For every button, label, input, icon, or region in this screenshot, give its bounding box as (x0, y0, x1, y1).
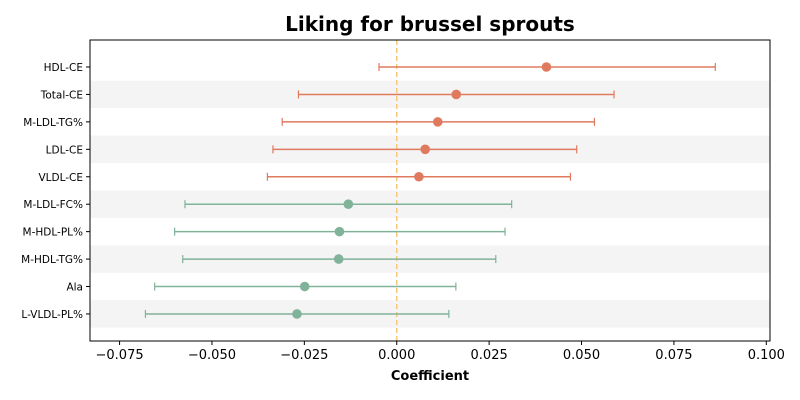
estimate-point (343, 199, 354, 209)
y-tick-label: M-LDL-TG% (23, 117, 83, 129)
chart-title: Liking for brussel sprouts (285, 12, 575, 36)
y-tick-label: M-HDL-PL% (23, 227, 83, 239)
y-tick-label: VLDL-CE (38, 172, 83, 184)
y-tick-label: Ala (66, 282, 83, 294)
x-tick-label: −0.025 (280, 348, 328, 363)
x-tick-label: 0.050 (563, 348, 600, 363)
estimate-point (292, 309, 302, 319)
estimate-point (432, 117, 443, 127)
estimate-marks (144, 62, 716, 319)
estimate-point (541, 62, 552, 72)
y-tick-label: M-LDL-FC% (23, 199, 83, 211)
x-tick-label: 0.100 (748, 348, 785, 363)
y-tick-label: LDL-CE (46, 144, 83, 156)
y-tick-label: Total-CE (40, 89, 83, 101)
y-axis: HDL-CE Total-CE M-LDL-TG% LDL-CE VLDL-CE M-LD… (21, 62, 90, 321)
y-tick-label: M-HDL-TG% (21, 254, 83, 266)
x-tick-label: −0.050 (188, 348, 236, 363)
estimate-point (414, 171, 424, 182)
x-tick-label: 0.025 (471, 348, 508, 363)
plot-frame (89, 39, 771, 342)
x-tick-label: −0.075 (96, 348, 144, 363)
x-axis-label: Coefficient (391, 369, 469, 384)
y-tick-label: HDL-CE (44, 62, 83, 74)
x-tick-label: 0.075 (655, 348, 692, 363)
y-tick-label: L-VLDL-PL% (21, 309, 83, 321)
x-tick-label: 0.000 (378, 348, 415, 363)
estimate-point (451, 89, 462, 100)
estimate-point (420, 144, 430, 155)
estimate-point (299, 281, 310, 292)
estimate-point (334, 226, 345, 237)
estimate-point (333, 254, 344, 264)
x-axis: −0.075 −0.050 −0.025 0.000 0.025 0.050 0.075 0.… (96, 341, 785, 363)
